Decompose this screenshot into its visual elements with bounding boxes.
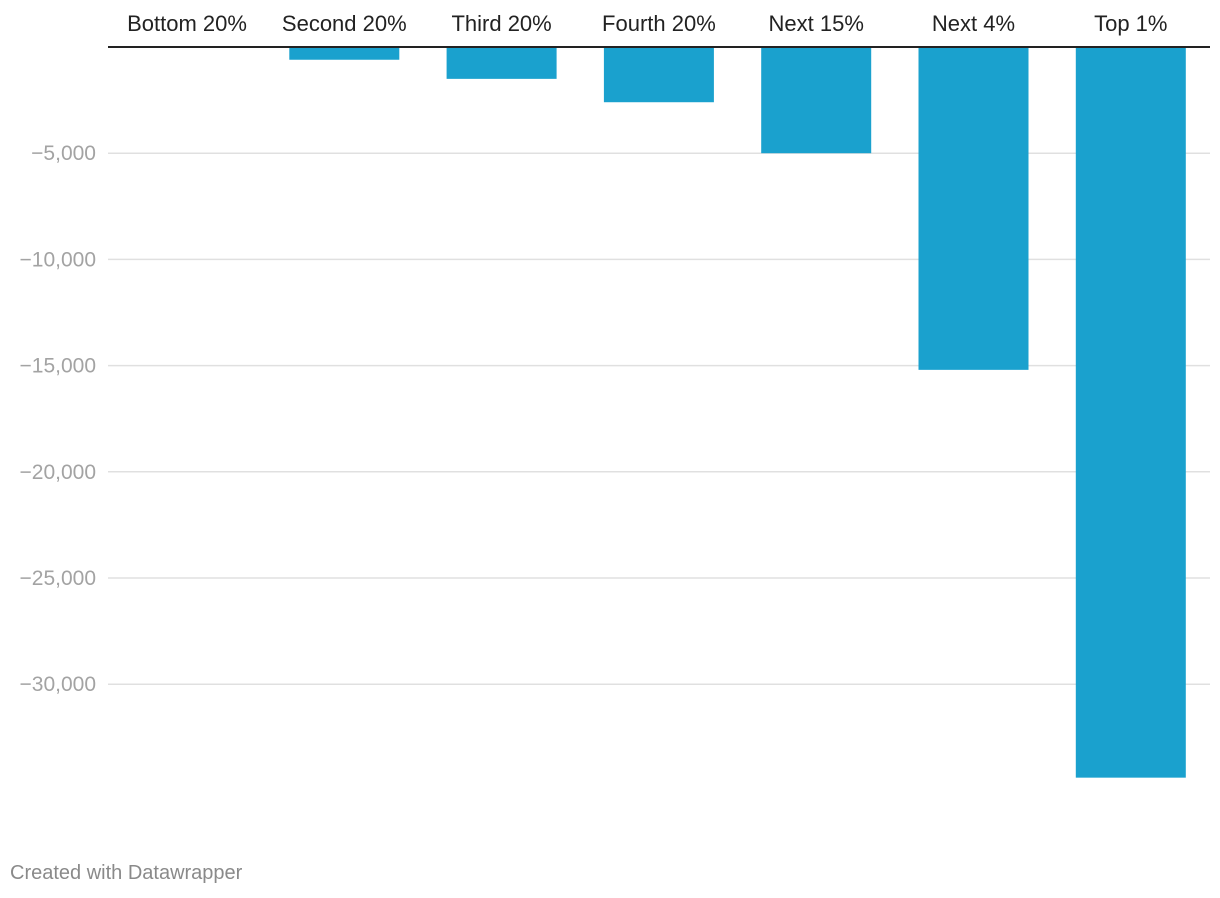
- bar: [918, 47, 1029, 370]
- bar: [761, 47, 872, 154]
- y-axis-tick-labels: −5,000 −10,000 −15,000 −20,000 −25,000 −30,00…: [20, 142, 97, 696]
- bars: [289, 47, 1186, 778]
- category-label: Top 1%: [1094, 11, 1167, 36]
- bar: [289, 47, 400, 60]
- category-label: Bottom 20%: [127, 11, 247, 36]
- y-tick-label: −10,000: [20, 248, 97, 271]
- footer-credit: Created with Datawrapper: [10, 862, 243, 884]
- bar: [1075, 47, 1186, 778]
- y-tick-label: −15,000: [20, 355, 97, 378]
- category-labels: Bottom 20% Second 20% Third 20% Fourth 20% N…: [127, 11, 1167, 36]
- bar: [446, 47, 557, 79]
- category-label: Fourth 20%: [602, 11, 716, 36]
- gridlines: [108, 152, 1210, 685]
- category-label: Third 20%: [451, 11, 551, 36]
- category-label: Second 20%: [282, 11, 407, 36]
- category-label: Next 15%: [769, 11, 864, 36]
- category-label: Next 4%: [932, 11, 1015, 36]
- y-tick-label: −20,000: [20, 461, 97, 484]
- y-tick-label: −25,000: [20, 567, 97, 590]
- y-tick-label: −30,000: [20, 673, 97, 696]
- y-tick-label: −5,000: [31, 142, 96, 165]
- bar: [603, 47, 714, 103]
